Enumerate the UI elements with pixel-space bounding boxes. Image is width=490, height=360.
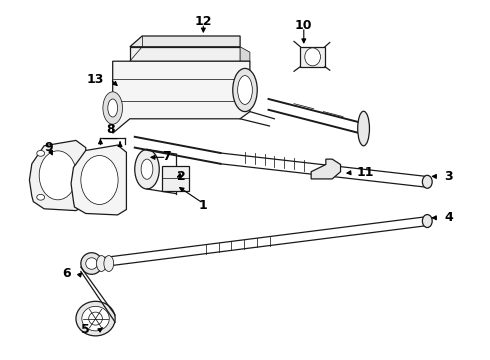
Ellipse shape — [422, 215, 432, 228]
Ellipse shape — [39, 151, 76, 200]
Ellipse shape — [358, 111, 369, 146]
Ellipse shape — [233, 68, 257, 112]
Polygon shape — [240, 47, 250, 61]
Text: 12: 12 — [195, 15, 212, 28]
Text: 7: 7 — [162, 150, 171, 163]
Polygon shape — [300, 47, 325, 67]
Ellipse shape — [238, 76, 252, 104]
Polygon shape — [113, 61, 250, 133]
Ellipse shape — [37, 194, 45, 200]
Text: 11: 11 — [356, 166, 374, 179]
Ellipse shape — [37, 150, 45, 156]
Polygon shape — [29, 140, 86, 211]
Text: 2: 2 — [177, 170, 186, 183]
Text: 1: 1 — [199, 199, 208, 212]
Ellipse shape — [76, 301, 115, 336]
Text: 6: 6 — [62, 267, 71, 280]
Ellipse shape — [104, 256, 114, 271]
Ellipse shape — [305, 48, 320, 66]
Ellipse shape — [108, 99, 118, 117]
Ellipse shape — [141, 159, 153, 179]
Text: 4: 4 — [444, 211, 453, 224]
Ellipse shape — [82, 306, 109, 331]
Text: 8: 8 — [106, 123, 115, 136]
Ellipse shape — [81, 253, 102, 274]
Polygon shape — [130, 47, 240, 61]
Ellipse shape — [422, 175, 432, 188]
Polygon shape — [311, 159, 341, 179]
Ellipse shape — [81, 156, 118, 204]
Text: 9: 9 — [45, 141, 53, 154]
Ellipse shape — [86, 258, 98, 269]
Polygon shape — [71, 145, 126, 215]
Text: 13: 13 — [87, 73, 104, 86]
Ellipse shape — [89, 312, 102, 325]
Polygon shape — [162, 166, 189, 191]
Polygon shape — [130, 36, 240, 47]
Ellipse shape — [135, 149, 159, 189]
Text: 3: 3 — [444, 170, 453, 183]
Ellipse shape — [97, 256, 106, 271]
Text: 5: 5 — [81, 323, 90, 336]
Text: 10: 10 — [295, 19, 313, 32]
Ellipse shape — [103, 92, 122, 124]
